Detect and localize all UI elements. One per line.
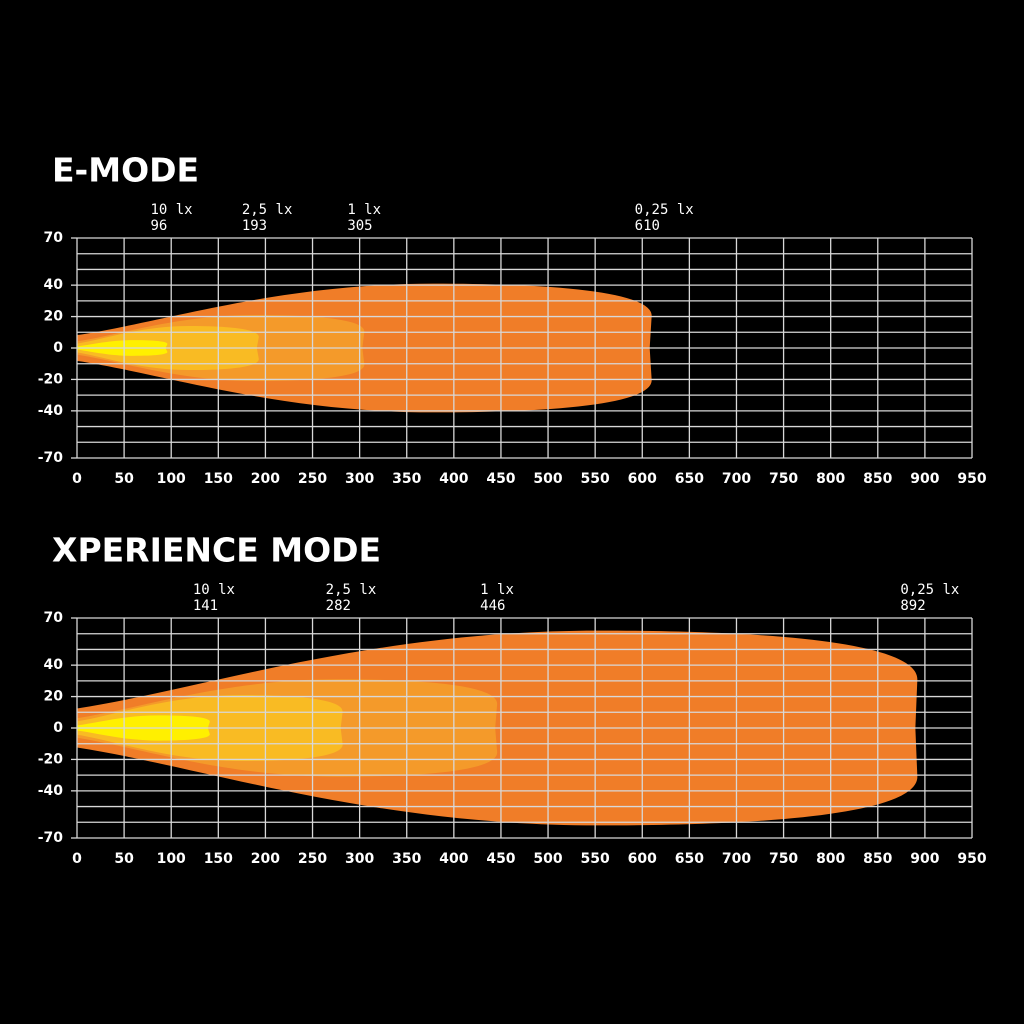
isolux-label: 10 lx: [193, 582, 235, 598]
y-tick-label: 0: [53, 720, 63, 736]
isolux-label: 2,5 lx: [326, 582, 377, 598]
x-tick-label: 50: [114, 851, 134, 867]
x-tick-label: 900: [910, 851, 939, 867]
chart-title: E-MODE: [52, 151, 199, 190]
x-tick-label: 200: [251, 471, 280, 487]
isolux-distance: 892: [900, 598, 925, 614]
x-tick-label: 500: [533, 471, 562, 487]
y-tick-label: 20: [44, 689, 64, 705]
isolux-label: 10 lx: [150, 202, 192, 218]
y-tick-label: 70: [44, 230, 64, 246]
x-tick-label: 650: [675, 471, 704, 487]
x-tick-label: 0: [72, 471, 82, 487]
isolux-distance: 282: [326, 598, 351, 614]
y-tick-label: 40: [44, 277, 64, 293]
x-tick-label: 100: [157, 851, 186, 867]
x-tick-label: 700: [722, 851, 751, 867]
x-tick-label: 700: [722, 471, 751, 487]
x-tick-label: 900: [910, 471, 939, 487]
x-tick-label: 350: [392, 471, 421, 487]
y-tick-label: -70: [38, 450, 64, 466]
x-tick-label: 750: [769, 851, 798, 867]
x-tick-label: 150: [204, 851, 233, 867]
x-tick-label: 50: [114, 471, 134, 487]
isolux-distance: 610: [635, 218, 660, 234]
x-tick-label: 100: [157, 471, 186, 487]
y-tick-label: 0: [53, 340, 63, 356]
x-tick-label: 850: [863, 851, 892, 867]
y-tick-label: 70: [44, 610, 64, 626]
y-tick-label: -70: [38, 830, 64, 846]
x-tick-label: 350: [392, 851, 421, 867]
x-tick-label: 450: [486, 851, 515, 867]
x-tick-label: 500: [533, 851, 562, 867]
isolux-label: 1 lx: [480, 582, 514, 598]
chart-title: XPERIENCE MODE: [52, 531, 381, 570]
y-tick-label: -20: [38, 371, 64, 387]
isolux-label: 2,5 lx: [242, 202, 293, 218]
x-tick-label: 450: [486, 471, 515, 487]
isolux-distance: 446: [480, 598, 505, 614]
x-tick-label: 850: [863, 471, 892, 487]
x-tick-label: 200: [251, 851, 280, 867]
x-tick-label: 150: [204, 471, 233, 487]
x-tick-label: 400: [439, 471, 468, 487]
isolux-distance: 141: [193, 598, 218, 614]
isolux-distance: 96: [150, 218, 167, 234]
x-tick-label: 400: [439, 851, 468, 867]
isolux-label: 1 lx: [347, 202, 381, 218]
isolux-distance: 305: [347, 218, 372, 234]
isolux-label: 0,25 lx: [900, 582, 959, 598]
x-tick-label: 600: [628, 471, 657, 487]
x-tick-label: 0: [72, 851, 82, 867]
x-tick-label: 550: [581, 471, 610, 487]
x-tick-label: 600: [628, 851, 657, 867]
x-tick-label: 800: [816, 851, 845, 867]
y-tick-label: 20: [44, 309, 64, 325]
x-tick-label: 300: [345, 471, 374, 487]
y-tick-label: -40: [38, 783, 64, 799]
isolux-distance: 193: [242, 218, 267, 234]
y-tick-label: 40: [44, 657, 64, 673]
x-tick-label: 550: [581, 851, 610, 867]
x-tick-label: 950: [957, 471, 986, 487]
isolux-label: 0,25 lx: [635, 202, 694, 218]
y-tick-label: -40: [38, 403, 64, 419]
x-tick-label: 750: [769, 471, 798, 487]
x-tick-label: 800: [816, 471, 845, 487]
y-tick-label: -20: [38, 751, 64, 767]
x-tick-label: 950: [957, 851, 986, 867]
x-tick-label: 650: [675, 851, 704, 867]
x-tick-label: 300: [345, 851, 374, 867]
x-tick-label: 250: [298, 471, 327, 487]
x-tick-label: 250: [298, 851, 327, 867]
